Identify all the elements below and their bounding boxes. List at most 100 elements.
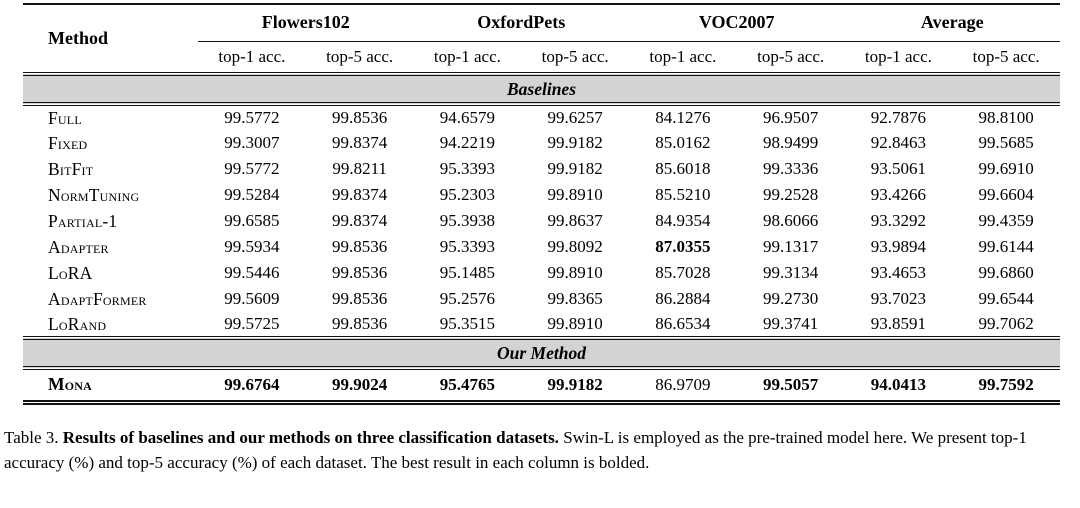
caption-body: Swin-L is employed as the pre-trained mo…: [4, 427, 1027, 472]
value-cell: 96.9507: [763, 108, 819, 127]
table-header: Method Flowers102 OxfordPets VOC2007 Averag…: [23, 4, 1060, 74]
subheader-cell: top-5 acc.: [326, 46, 394, 66]
value-cell: 99.7592: [978, 374, 1034, 394]
table-row: Adapter 99.5934 99.8536 95.3393 99.8092 87.03…: [23, 234, 1060, 260]
value-cell: 86.9709: [655, 374, 711, 394]
value-cell: 99.5057: [763, 374, 819, 394]
subheader-cell: top-1 acc.: [864, 46, 932, 66]
value-cell: 99.3007: [224, 133, 280, 152]
value-cell: 99.8910: [547, 314, 603, 333]
section-band-row: Our Method: [23, 336, 1060, 370]
method-cell: Adapter: [48, 236, 109, 257]
subheader-cell: top-5 acc.: [541, 46, 609, 66]
value-cell: 93.9894: [870, 237, 926, 256]
value-cell: 99.5609: [224, 289, 280, 308]
value-cell: 99.3134: [763, 263, 819, 282]
section-band-label: Baselines: [23, 72, 1060, 106]
value-cell: 99.6910: [978, 159, 1034, 178]
value-cell: 99.5685: [978, 133, 1034, 152]
value-cell: 98.9499: [763, 133, 819, 152]
value-cell: 99.8637: [547, 211, 603, 230]
value-cell: 99.8910: [547, 185, 603, 204]
subheader-row: top-1 acc. top-5 acc. top-1 acc. top-5 acc.…: [23, 41, 1060, 74]
table-row: Fixed 99.3007 99.8374 94.2219 99.9182 85.0162…: [23, 130, 1060, 156]
method-cell: BitFit: [48, 158, 94, 179]
value-cell: 85.0162: [655, 133, 711, 152]
subheader-cell: top-5 acc.: [972, 46, 1040, 66]
group-header-voc2007: VOC2007: [629, 4, 845, 42]
value-cell: 85.5210: [655, 185, 711, 204]
value-cell: 99.8374: [332, 185, 388, 204]
value-cell: 99.8910: [547, 263, 603, 282]
value-cell: 95.2576: [439, 289, 495, 308]
value-cell: 99.8211: [332, 159, 387, 178]
value-cell: 99.2528: [763, 185, 819, 204]
value-cell: 85.6018: [655, 159, 711, 178]
table-row: NormTuning 99.5284 99.8374 95.2303 99.8910 85…: [23, 182, 1060, 208]
value-cell: 99.6604: [978, 185, 1034, 204]
value-cell: 99.6585: [224, 211, 280, 230]
paper-table-figure: Method Flowers102 OxfordPets VOC2007 Averag…: [0, 3, 1080, 508]
value-cell: 95.4765: [439, 374, 495, 394]
value-cell: 95.3393: [439, 159, 495, 178]
value-cell: 86.6534: [655, 314, 711, 333]
table-caption: Table 3. Results of baselines and our me…: [4, 425, 1077, 475]
value-cell: 99.3741: [763, 314, 819, 333]
value-cell: 99.6257: [547, 108, 603, 127]
table-row: BitFit 99.5772 99.8211 95.3393 99.9182 85.601…: [23, 156, 1060, 182]
value-cell: 95.1485: [439, 263, 495, 282]
subheader-cell: top-5 acc.: [757, 46, 825, 66]
table-row: Mona 99.6764 99.9024 95.4765 99.9182 86.9709 9…: [23, 368, 1060, 402]
method-cell: Partial-1: [48, 210, 118, 231]
value-cell: 99.8536: [332, 263, 388, 282]
value-cell: 95.3938: [439, 211, 495, 230]
value-cell: 95.3515: [439, 314, 495, 333]
group-header-row: Method Flowers102 OxfordPets VOC2007 Averag…: [23, 4, 1060, 48]
value-cell: 99.5284: [224, 185, 280, 204]
value-cell: 99.8536: [332, 108, 388, 127]
method-cell: Full: [48, 107, 82, 128]
value-cell: 99.8536: [332, 237, 388, 256]
value-cell: 99.8365: [547, 289, 603, 308]
value-cell: 85.7028: [655, 263, 711, 282]
subheader-cell: top-1 acc.: [649, 46, 717, 66]
table-row: Partial-1 99.6585 99.8374 95.3938 99.8637 84.…: [23, 208, 1060, 234]
group-header-oxfordpets: OxfordPets: [413, 4, 629, 42]
table-row: LoRand 99.5725 99.8536 95.3515 99.8910 86.653…: [23, 312, 1060, 338]
value-cell: 99.5446: [224, 263, 280, 282]
value-cell: 84.9354: [655, 211, 711, 230]
method-column-header: Method: [48, 28, 108, 48]
value-cell: 93.3292: [870, 211, 926, 230]
method-cell: LoRA: [48, 262, 93, 283]
value-cell: 99.7062: [978, 314, 1034, 333]
value-cell: 93.4653: [870, 263, 926, 282]
subheader-cell: top-1 acc.: [433, 46, 501, 66]
value-cell: 99.5934: [224, 237, 280, 256]
value-cell: 84.1276: [655, 108, 711, 127]
value-cell: 99.9024: [332, 374, 388, 394]
value-cell: 94.2219: [439, 133, 495, 152]
value-cell: 99.5725: [224, 314, 280, 333]
value-cell: 95.2303: [439, 185, 495, 204]
value-cell: 93.5061: [870, 159, 926, 178]
caption-bold-title: Results of baselines and our methods on …: [62, 427, 559, 447]
table-body: Baselines Full 99.5772 99.8536 94.6579 99.625…: [23, 72, 1060, 402]
value-cell: 86.2884: [655, 289, 711, 308]
table-row: LoRA 99.5446 99.8536 95.1485 99.8910 85.7028 9…: [23, 260, 1060, 286]
value-cell: 99.1317: [763, 237, 819, 256]
method-cell: AdaptFormer: [48, 288, 147, 309]
value-cell: 99.6860: [978, 263, 1034, 282]
value-cell: 99.4359: [978, 211, 1034, 230]
value-cell: 99.9182: [547, 374, 603, 394]
value-cell: 99.5772: [224, 108, 280, 127]
results-table: Method Flowers102 OxfordPets VOC2007 Averag…: [23, 3, 1060, 405]
value-cell: 94.0413: [870, 374, 926, 394]
value-cell: 99.6544: [978, 289, 1034, 308]
value-cell: 99.8092: [547, 237, 603, 256]
table-row: Full 99.5772 99.8536 94.6579 99.6257 84.1276 9…: [23, 104, 1060, 130]
value-cell: 99.5772: [224, 159, 280, 178]
table-row: AdaptFormer 99.5609 99.8536 95.2576 99.8365 8…: [23, 286, 1060, 312]
subheader-cell: top-1 acc.: [218, 46, 286, 66]
method-cell: Fixed: [48, 132, 88, 153]
group-header-flowers102: Flowers102: [198, 4, 414, 42]
